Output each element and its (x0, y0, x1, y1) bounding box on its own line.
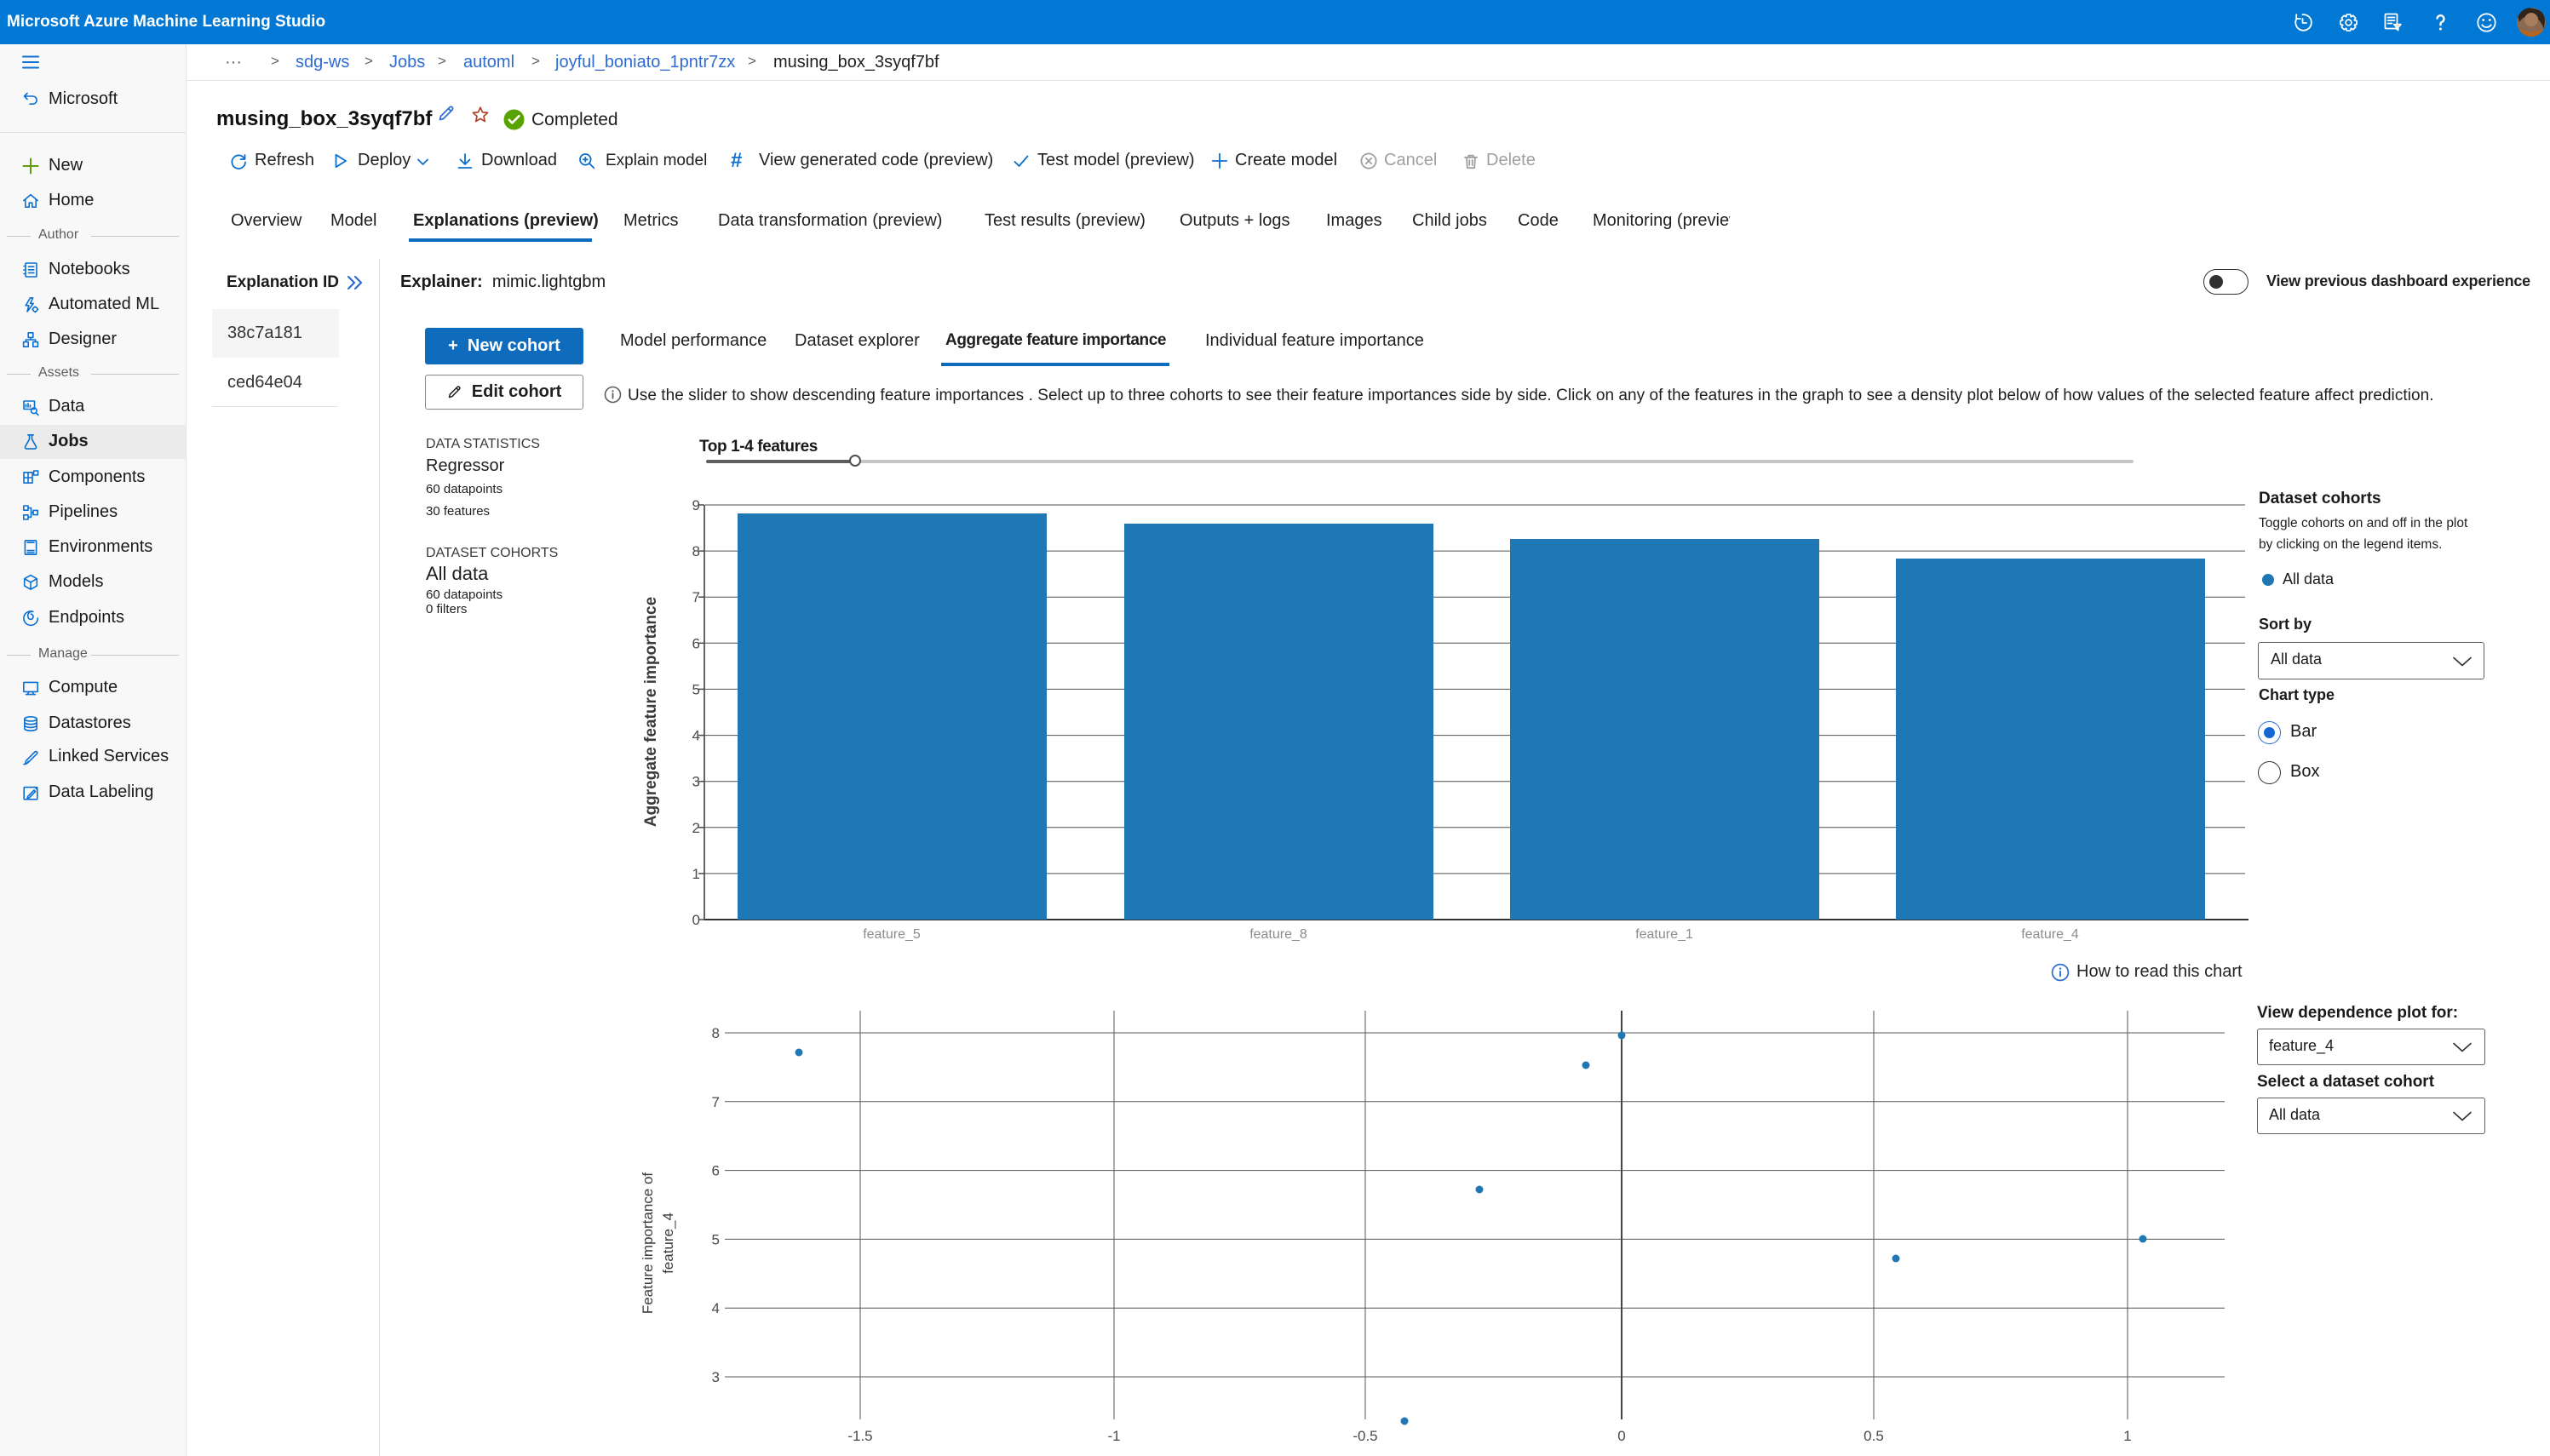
svg-text:feature_8: feature_8 (1249, 927, 1307, 942)
svg-text:-1: -1 (1107, 1428, 1120, 1444)
svg-text:1: 1 (692, 866, 700, 882)
svg-text:3: 3 (712, 1369, 720, 1385)
svg-text:6: 6 (692, 635, 700, 651)
svg-text:4: 4 (712, 1300, 720, 1316)
svg-text:8: 8 (712, 1025, 720, 1041)
svg-text:2: 2 (692, 820, 700, 836)
svg-text:-0.5: -0.5 (1353, 1428, 1377, 1444)
svg-text:0: 0 (692, 912, 700, 928)
svg-text:Feature importance of: Feature importance of (640, 1172, 656, 1315)
svg-text:4: 4 (692, 728, 700, 744)
svg-text:7: 7 (712, 1094, 720, 1110)
svg-text:6: 6 (712, 1163, 720, 1179)
svg-text:feature_1: feature_1 (1635, 927, 1693, 942)
svg-text:5: 5 (712, 1231, 720, 1247)
svg-text:feature_4: feature_4 (2021, 927, 2079, 942)
svg-text:0: 0 (1617, 1428, 1625, 1444)
svg-text:feature_4: feature_4 (660, 1212, 676, 1274)
svg-text:0.5: 0.5 (1864, 1428, 1884, 1444)
svg-text:Aggregate feature importance: Aggregate feature importance (642, 597, 660, 827)
svg-text:3: 3 (692, 774, 700, 790)
svg-text:-1.5: -1.5 (847, 1428, 872, 1444)
svg-text:5: 5 (692, 681, 700, 697)
svg-text:8: 8 (692, 543, 700, 559)
svg-text:feature_5: feature_5 (863, 927, 921, 942)
svg-text:1: 1 (2123, 1428, 2131, 1444)
svg-text:7: 7 (692, 589, 700, 605)
svg-text:9: 9 (692, 497, 700, 513)
